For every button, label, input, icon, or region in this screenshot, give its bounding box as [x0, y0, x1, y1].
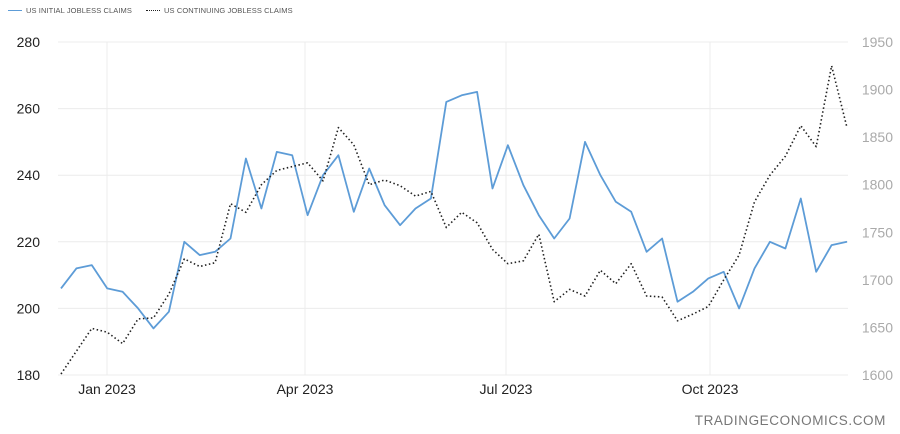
x-tick-label: Jan 2023 — [78, 381, 136, 397]
x-tick-label: Oct 2023 — [682, 381, 739, 397]
y-right-tick-label: 1950 — [862, 34, 893, 50]
y-left-tick-label: 240 — [17, 167, 41, 183]
legend-label-initial: US INITIAL JOBLESS CLAIMS — [26, 6, 133, 15]
x-tick-label: Apr 2023 — [277, 381, 334, 397]
y-left-tick-label: 260 — [17, 101, 41, 117]
legend-swatch-continuing — [146, 10, 161, 11]
legend-item-continuing[interactable]: US CONTINUING JOBLESS CLAIMS — [146, 6, 293, 15]
y-right-tick-label: 1750 — [862, 224, 893, 240]
legend-label-continuing: US CONTINUING JOBLESS CLAIMS — [164, 6, 293, 15]
legend: US INITIAL JOBLESS CLAIMS US CONTINUING … — [8, 6, 293, 15]
y-right-tick-label: 1900 — [862, 82, 893, 98]
legend-swatch-initial — [8, 10, 22, 11]
legend-item-initial[interactable]: US INITIAL JOBLESS CLAIMS — [8, 6, 132, 15]
y-left-tick-label: 280 — [17, 34, 41, 50]
y-left-tick-label: 220 — [17, 234, 41, 250]
y-right-tick-label: 1700 — [862, 272, 893, 288]
y-right-tick-label: 1600 — [862, 367, 893, 383]
watermark: TRADINGECONOMICS.COM — [694, 413, 886, 428]
series-line-initial-claims — [60, 91, 848, 330]
y-right-tick-label: 1650 — [862, 319, 893, 335]
x-tick-label: Jul 2023 — [480, 381, 533, 397]
y-right-tick-label: 1800 — [862, 177, 893, 193]
y-left-tick-label: 180 — [17, 367, 41, 383]
y-left-tick-label: 200 — [17, 300, 41, 316]
series-line-continuing-claims — [60, 65, 848, 375]
y-right-tick-label: 1850 — [862, 129, 893, 145]
